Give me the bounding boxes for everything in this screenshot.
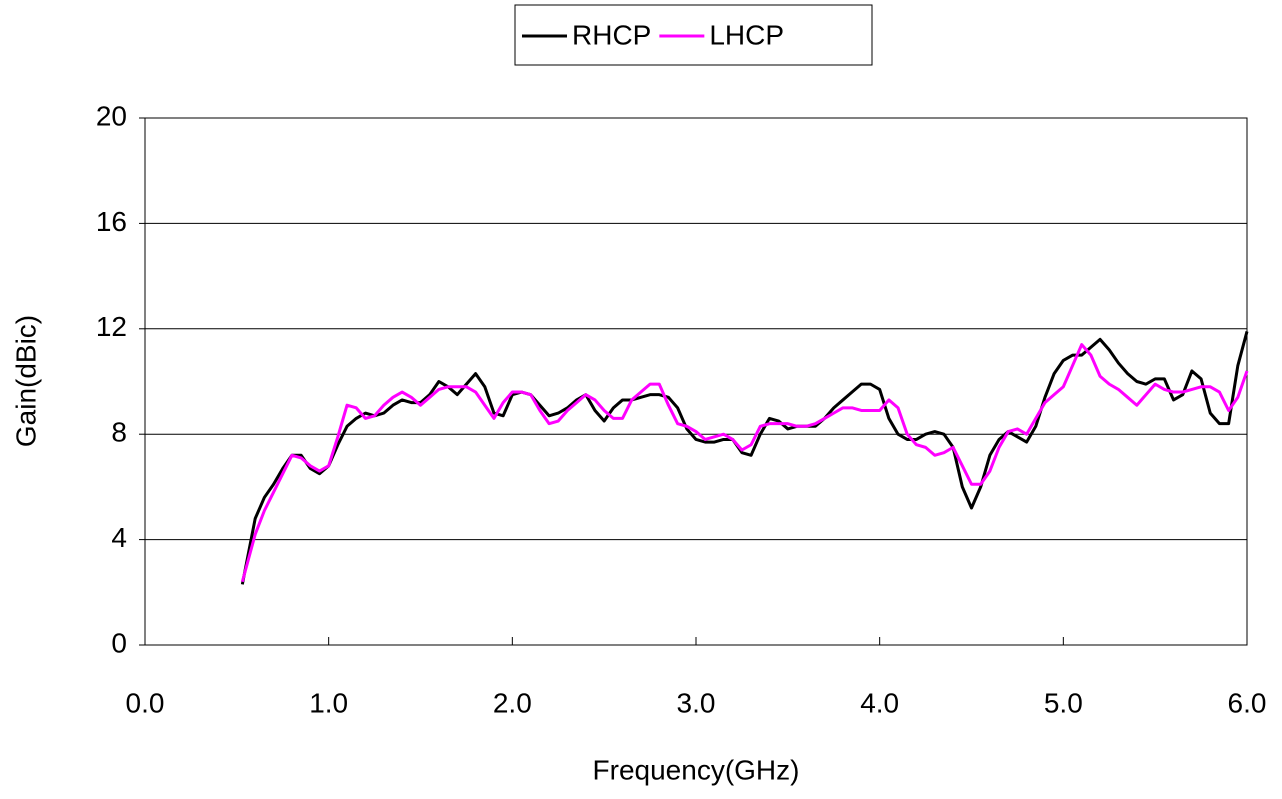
x-tick-label: 6.0	[1228, 687, 1267, 718]
series-line	[240, 343, 1249, 583]
legend-label: RHCP	[572, 19, 651, 50]
x-axis-label: Frequency(GHz)	[593, 754, 800, 785]
y-axis-label: Gain(dBic)	[10, 315, 41, 447]
legend-label: LHCP	[709, 19, 784, 50]
x-tick-label: 0.0	[126, 687, 165, 718]
x-tick-label: 1.0	[309, 687, 348, 718]
y-tick-label: 16	[96, 206, 127, 237]
y-tick-label: 0	[111, 627, 127, 658]
x-tick-label: 3.0	[677, 687, 716, 718]
x-tick-label: 5.0	[1044, 687, 1083, 718]
y-tick-label: 20	[96, 100, 127, 131]
y-tick-label: 12	[96, 311, 127, 342]
plot-frame	[144, 117, 1248, 646]
x-tick-label: 4.0	[860, 687, 899, 718]
y-tick-label: 8	[111, 417, 127, 448]
y-tick-label: 4	[111, 522, 127, 553]
x-tick-label: 2.0	[493, 687, 532, 718]
series-line	[240, 331, 1249, 585]
